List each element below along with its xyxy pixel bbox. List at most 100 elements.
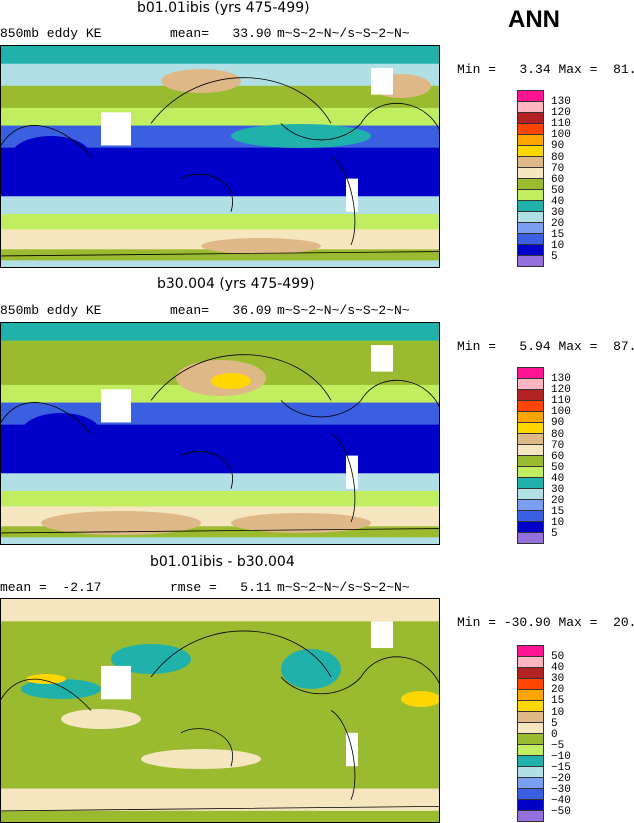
colorbar-swatch: [517, 211, 544, 222]
panel2-mean: mean= 36.09: [170, 303, 272, 318]
colorbar-swatch: [517, 667, 544, 678]
colorbar-level-label: 20: [551, 218, 565, 231]
contour-band: [1, 490, 439, 508]
contour-band: [1, 621, 439, 667]
panel1-map: [0, 45, 440, 268]
colorbar-level-label: −5: [551, 739, 565, 752]
panel2-colorbar: [517, 367, 544, 544]
colorbar-level-label: −15: [551, 762, 571, 774]
contour-band: [1, 599, 439, 623]
colorbar-level-label: 50: [551, 184, 565, 197]
colorbar-level-label: 5: [551, 528, 558, 541]
coastline: [1, 630, 439, 812]
missing-data: [101, 112, 131, 146]
colorbar-level-label: 5: [551, 251, 558, 264]
colorbar-swatch: [517, 488, 544, 499]
colorbar-swatch: [517, 810, 544, 822]
colorbar-swatch: [517, 123, 544, 134]
colorbar-swatch: [517, 389, 544, 400]
mean-value: 33.90: [232, 26, 272, 41]
panel3-minmax: Min = -30.90 Max = 20.96: [457, 615, 634, 630]
colorbar-swatch: [517, 711, 544, 722]
colorbar-level-label: 120: [551, 107, 571, 120]
colorbar-swatch: [517, 134, 544, 145]
colorbar-swatch: [517, 521, 544, 532]
panel3-map: [0, 598, 440, 823]
colorbar-swatch: [517, 145, 544, 156]
colorbar-swatch: [517, 532, 544, 544]
colorbar-level-label: 120: [551, 384, 571, 397]
colorbar-swatch: [517, 367, 544, 378]
colorbar-level-label: 15: [551, 695, 565, 708]
colorbar-swatch: [517, 101, 544, 112]
colorbar-level-label: 110: [551, 118, 571, 131]
missing-data: [371, 621, 393, 649]
colorbar-level-label: 20: [551, 495, 565, 508]
colorbar-level-label: 10: [551, 706, 565, 719]
colorbar-swatch: [517, 433, 544, 444]
colorbar-level-label: 80: [551, 428, 565, 441]
missing-data: [101, 389, 131, 423]
colorbar-swatch: [517, 499, 544, 510]
colorbar-swatch: [517, 678, 544, 689]
colorbar-swatch: [517, 466, 544, 477]
colorbar-level-label: 10: [551, 240, 565, 253]
mean-label: mean=: [170, 26, 210, 41]
contour-region: [281, 649, 341, 689]
contour-band: [1, 213, 439, 231]
colorbar-level-label: 70: [551, 439, 565, 452]
coastline: [1, 77, 439, 257]
coastline: [1, 354, 439, 534]
colorbar-swatch: [517, 222, 544, 233]
contour-region: [21, 413, 101, 453]
panel3-rmse: rmse = 5.11: [170, 580, 272, 595]
colorbar-swatch: [517, 178, 544, 189]
panel3-mean: mean = -2.17: [0, 580, 102, 595]
contour-band: [1, 323, 439, 342]
colorbar-level-label: −10: [551, 750, 571, 763]
contour-region: [231, 124, 371, 148]
colorbar-level-label: 90: [551, 417, 565, 430]
colorbar-swatch: [517, 411, 544, 422]
contour-band: [1, 46, 439, 65]
colorbar-swatch: [517, 156, 544, 167]
colorbar-swatch: [517, 733, 544, 744]
colorbar-level-label: 10: [551, 517, 565, 530]
contour-band: [1, 810, 439, 822]
panel1-title: b01.01ibis (yrs 475-499): [137, 0, 310, 16]
colorbar-swatch: [517, 788, 544, 799]
colorbar-level-label: 80: [551, 151, 565, 164]
panel2-title: b30.004 (yrs 475-499): [157, 276, 315, 292]
colorbar-swatch: [517, 233, 544, 244]
colorbar-level-label: 50: [551, 651, 565, 663]
contour-band: [1, 260, 439, 267]
colorbar-swatch: [517, 455, 544, 466]
colorbar-swatch: [517, 444, 544, 455]
contour-band: [1, 340, 439, 364]
colorbar-level-label: 30: [551, 484, 565, 496]
colorbar-level-label: 110: [551, 395, 571, 408]
colorbar-level-label: 30: [551, 673, 565, 686]
panel2-units: m~S~2~N~/s~S~2~N~: [277, 303, 410, 318]
colorbar-swatch: [517, 777, 544, 788]
contour-region: [11, 136, 91, 176]
panel3-units: m~S~2~N~/s~S~2~N~: [277, 580, 410, 595]
colorbar-level-label: 50: [551, 461, 565, 474]
colorbar-swatch: [517, 167, 544, 178]
panel2-map: [0, 322, 440, 545]
colorbar-swatch: [517, 378, 544, 389]
contour-region: [231, 513, 371, 533]
contour-region: [141, 749, 261, 769]
colorbar-swatch: [517, 799, 544, 810]
contour-region: [401, 691, 439, 707]
colorbar-level-label: −40: [551, 795, 571, 808]
panel1-field-label: 850mb eddy KE: [0, 26, 102, 41]
colorbar-swatch: [517, 744, 544, 755]
colorbar-level-label: 5: [551, 717, 558, 730]
contour-region: [161, 69, 241, 93]
colorbar-level-label: 130: [551, 373, 571, 385]
colorbar-level-label: 60: [551, 450, 565, 463]
panel3-title: b01.01ibis - b30.004: [150, 554, 295, 570]
colorbar-level-label: 100: [551, 129, 571, 142]
colorbar-level-label: 40: [551, 472, 565, 485]
